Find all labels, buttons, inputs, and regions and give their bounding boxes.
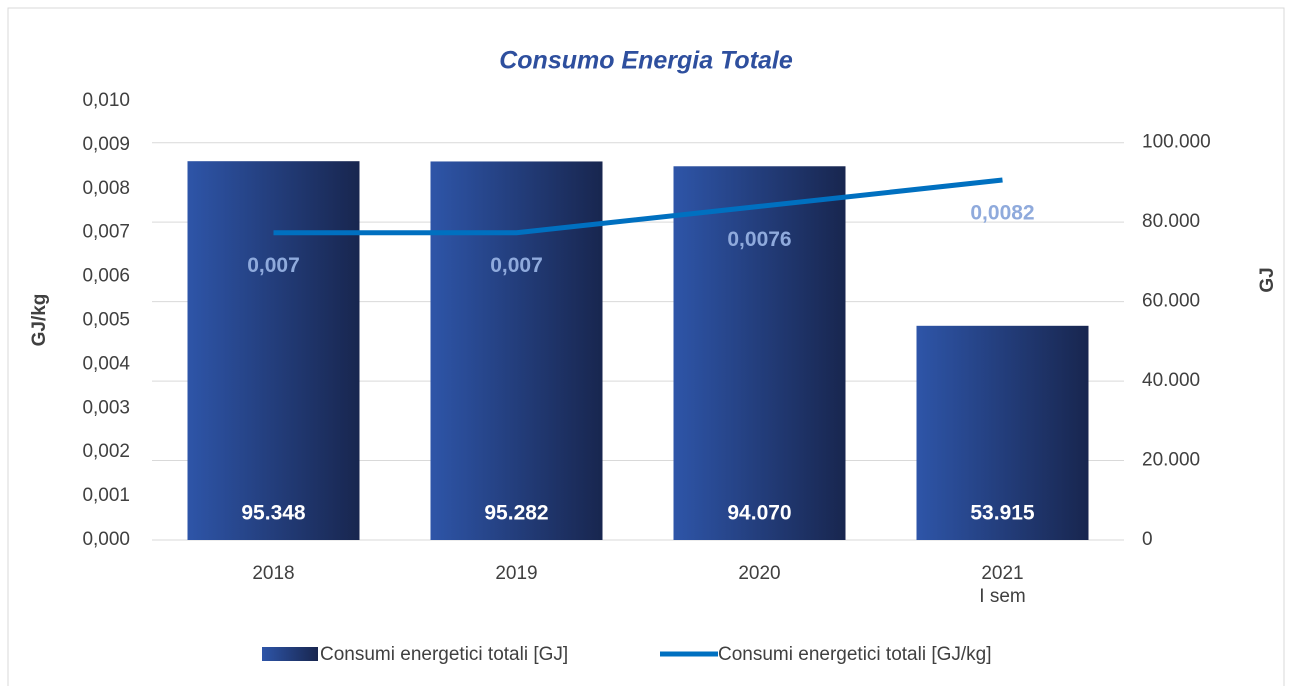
- y2-tick-label: 100.000: [1142, 132, 1211, 153]
- chart-title: Consumo Energia Totale: [499, 47, 793, 75]
- y-tick-label: 0,003: [82, 397, 130, 418]
- y2-tick-label: 60.000: [1142, 291, 1200, 312]
- y-tick-label: 0,006: [82, 266, 130, 287]
- bar: [916, 325, 1089, 540]
- bar: [430, 161, 603, 540]
- legend-label: Consumi energetici totali [GJ/kg]: [718, 644, 992, 665]
- bar: [187, 161, 360, 540]
- x-tick-label: 2019: [495, 563, 537, 584]
- y-tick-label: 0,002: [82, 441, 130, 462]
- x-tick-label: 2021 I sem: [979, 563, 1025, 607]
- x-tick-label: 2018: [252, 563, 294, 584]
- bar-value-label: 95.282: [484, 502, 548, 525]
- y-tick-label: 0,008: [82, 178, 130, 199]
- y-tick-label: 0,001: [82, 485, 130, 506]
- line-value-label: 0,0076: [727, 228, 791, 251]
- y-tick-label: 0,005: [82, 310, 130, 331]
- bar-value-label: 95.348: [241, 502, 306, 525]
- bar-value-label: 53.915: [970, 502, 1035, 525]
- y-tick-label: 0,010: [82, 90, 130, 111]
- y2-tick-label: 20.000: [1142, 450, 1200, 471]
- y-tick-label: 0,004: [82, 353, 130, 374]
- y-axis-label: GJ/kg: [29, 294, 50, 347]
- bar-value-label: 94.070: [727, 502, 791, 525]
- line-value-label: 0,007: [490, 254, 543, 277]
- legend-label: Consumi energetici totali [GJ]: [320, 644, 568, 665]
- legend-swatch: [262, 647, 318, 661]
- bar: [673, 166, 846, 541]
- line: [273, 177, 1003, 236]
- x-tick-label: 2020: [738, 563, 780, 584]
- line-value-label: 0,0082: [970, 202, 1034, 225]
- y2-tick-label: 40.000: [1142, 370, 1200, 391]
- y2-axis-label: GJ: [1257, 267, 1278, 292]
- y-tick-label: 0,009: [82, 134, 130, 155]
- y-tick-label: 0,007: [82, 222, 130, 243]
- line-value-label: 0,007: [247, 254, 300, 277]
- y2-tick-label: 0: [1142, 529, 1153, 550]
- y2-tick-label: 80.000: [1142, 211, 1200, 232]
- y-tick-label: 0,000: [82, 529, 130, 550]
